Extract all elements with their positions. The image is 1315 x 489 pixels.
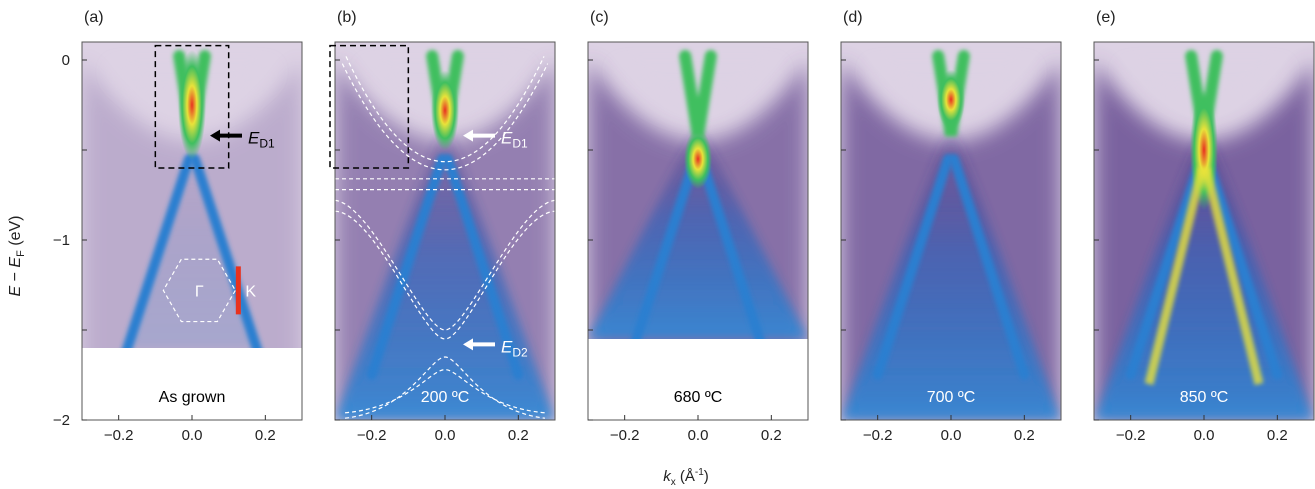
fan-fill xyxy=(126,159,258,348)
condition-label: 850 ºC xyxy=(1180,389,1229,406)
k-point-label: K xyxy=(245,283,256,300)
x-title-sup: -1 xyxy=(695,467,704,478)
intensity-hotspot xyxy=(937,69,965,130)
panel-label: (a) xyxy=(84,9,104,26)
arpes-map xyxy=(588,42,808,339)
condition-label: 680 ºC xyxy=(674,389,723,406)
model-band-1 xyxy=(341,63,549,171)
x-tick-label: 0.0 xyxy=(182,427,203,444)
arpes-map xyxy=(1094,42,1314,420)
gamma-point-label: Γ xyxy=(195,283,204,300)
arpes-map xyxy=(335,42,555,420)
x-tick-label: 0.2 xyxy=(255,427,276,444)
band-left xyxy=(366,154,447,380)
fan-fill xyxy=(1094,135,1314,420)
y-tick-label: −2 xyxy=(53,412,70,429)
zoom-box xyxy=(154,44,230,169)
condition-label: 200 ºC xyxy=(421,389,470,406)
x-tick-label: −0.2 xyxy=(104,427,134,444)
dirac-label: ED1 xyxy=(501,129,528,151)
panels-group: (a) As grown −0.2 0.0 0.2 0 −1 −2 ED1 Γ K (b) 200 ºC… xyxy=(53,9,1315,444)
fan-fill xyxy=(335,135,555,420)
panel-label: (e) xyxy=(1096,9,1116,26)
x-tick-label: 0.2 xyxy=(1267,427,1288,444)
x-tick-label: 0.2 xyxy=(761,427,782,444)
y-tick-label: 0 xyxy=(62,52,70,69)
intensity-hotspot xyxy=(178,50,206,160)
band-left xyxy=(122,154,194,348)
panel-c: (c) 680 ºC −0.2 0.0 0.2 xyxy=(587,9,809,444)
band-right xyxy=(696,154,765,339)
x-tick-label: 0.0 xyxy=(941,427,962,444)
band-right-bright xyxy=(1201,166,1264,386)
intensity-hotspot xyxy=(684,129,712,189)
inner-gap xyxy=(617,69,779,114)
dirac-label: ED2 xyxy=(501,337,528,359)
brillouin-zone-hexagon xyxy=(162,258,237,323)
y-title-dash: − xyxy=(7,268,24,286)
band-left xyxy=(1125,154,1206,380)
arpes-map xyxy=(82,42,302,348)
x-tick-label: −0.2 xyxy=(357,427,387,444)
zoom-box xyxy=(329,44,410,169)
x-tick-label: 0.2 xyxy=(1014,427,1035,444)
x-tick-label: −0.2 xyxy=(610,427,640,444)
y-title-e2: E xyxy=(7,257,24,268)
band-right xyxy=(443,154,524,380)
panel-d: (d) 700 ºC −0.2 0.0 0.2 xyxy=(840,9,1062,444)
panel-label: (b) xyxy=(337,9,357,26)
panel-label: (d) xyxy=(843,9,863,26)
fan-fill xyxy=(588,135,808,339)
x-tick-label: 0.0 xyxy=(1194,427,1215,444)
band-right xyxy=(1202,154,1283,380)
y-title-unit: (eV) xyxy=(7,216,24,251)
x-tick-label: 0.0 xyxy=(688,427,709,444)
x-title-unit-post: ) xyxy=(704,468,709,485)
x-tick-label: 0.0 xyxy=(435,427,456,444)
dirac-label: ED1 xyxy=(248,129,275,151)
model-band-5 xyxy=(344,356,546,419)
condition-label: As grown xyxy=(159,389,226,406)
arpes-map xyxy=(841,42,1061,420)
x-tick-label: 0.2 xyxy=(508,427,529,444)
band-right xyxy=(190,154,262,348)
model-band-4 xyxy=(335,210,555,340)
panel-b: (b) 200 ºC −0.2 0.0 0.2 ED1 ED2 xyxy=(329,9,556,444)
x-title-unit-pre: (Å xyxy=(676,468,695,485)
intensity-hotspot xyxy=(431,70,459,151)
dirac-arrow xyxy=(463,129,495,142)
panel-e: (e) 850 ºC −0.2 0.0 0.2 xyxy=(1093,9,1315,444)
fan-fill xyxy=(841,135,1061,420)
dirac-arrow xyxy=(463,338,495,351)
y-axis-title: E − EF (eV) xyxy=(7,216,27,297)
y-title-sub: F xyxy=(15,250,27,257)
y-title-e: E xyxy=(7,285,24,296)
condition-label: 700 ºC xyxy=(927,389,976,406)
x-title-k: k xyxy=(663,468,672,485)
band-left-bright xyxy=(1144,166,1207,386)
band-left xyxy=(631,154,700,339)
panel-label: (c) xyxy=(590,9,609,26)
x-axis-title: kx (Å-1) xyxy=(663,467,709,488)
model-band-3 xyxy=(335,199,555,331)
band-left xyxy=(872,154,953,380)
x-tick-label: −0.2 xyxy=(863,427,893,444)
model-band-2 xyxy=(345,56,545,163)
x-tick-label: −0.2 xyxy=(1116,427,1146,444)
x-title-sub: x xyxy=(671,477,676,488)
panel-a: (a) As grown −0.2 0.0 0.2 0 −1 −2 ED1 Γ K xyxy=(53,9,303,444)
dirac-arrow xyxy=(210,129,242,142)
y-tick-label: −1 xyxy=(53,232,70,249)
band-right xyxy=(949,154,1030,380)
